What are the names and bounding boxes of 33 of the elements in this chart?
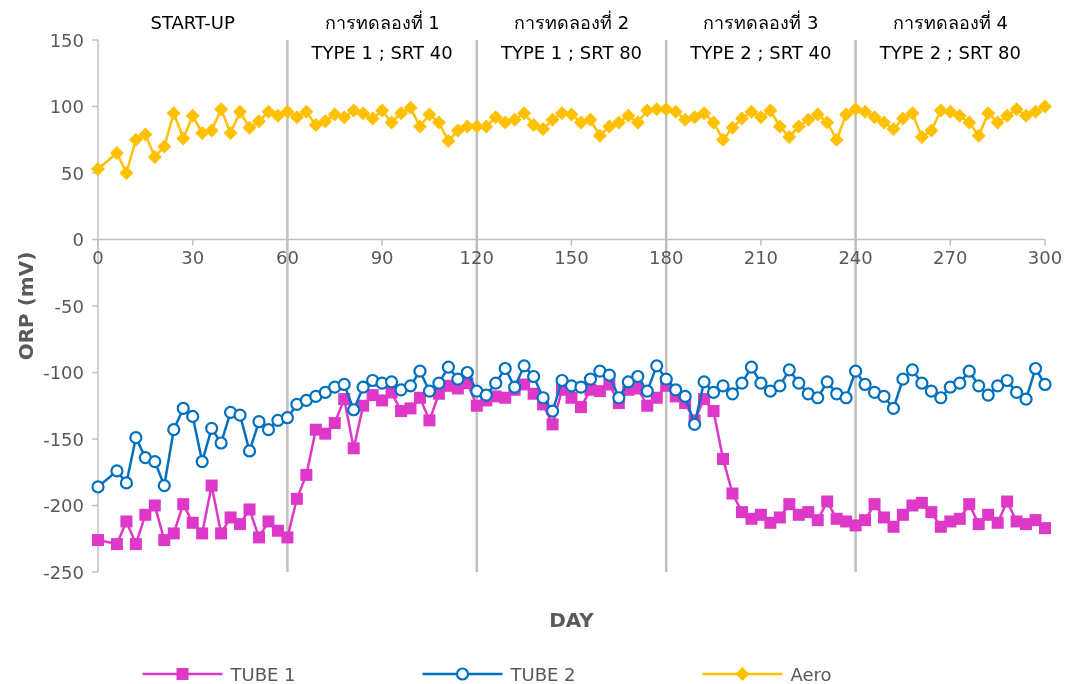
x-tick-label: 0	[92, 247, 104, 268]
y-tick-label: -50	[54, 295, 84, 317]
y-tick-label: 100	[49, 96, 84, 117]
annotation: การทดลองที่ 4 TYPE 2 ; SRT 80	[879, 11, 1021, 63]
y-tick-label: -200	[43, 495, 84, 516]
x-axis-title: DAY	[549, 608, 595, 632]
x-tick-label: 180	[649, 247, 684, 268]
x-tick-label: 210	[743, 247, 779, 268]
x-tick-label: 150	[554, 247, 589, 268]
legend-label: Aero	[790, 663, 832, 684]
annotation: START-UP	[150, 11, 235, 33]
annotation: การทดลองที่ 1 TYPE 1 ; SRT 40	[311, 11, 453, 63]
legend-item: Aero	[702, 663, 832, 684]
x-tick-label: 270	[933, 247, 968, 268]
y-axis-title: ORP (mV)	[14, 251, 38, 361]
y-tick-label: 50	[61, 162, 84, 184]
legend-item: TUBE 1	[142, 663, 296, 684]
y-tick-label: 150	[49, 29, 84, 51]
y-tick-label: -150	[43, 428, 84, 450]
annotation: การทดลองที่ 2 TYPE 1 ; SRT 80	[500, 11, 643, 63]
x-tick-label: 60	[275, 247, 299, 268]
legend-label: TUBE 2	[509, 663, 576, 684]
x-tick-label: 300	[1027, 247, 1063, 268]
x-tick-label: 240	[838, 247, 873, 268]
x-tick-label: 90	[370, 247, 394, 268]
annotation: การทดลองที่ 3 TYPE 2 ; SRT 40	[690, 11, 832, 63]
x-tick-label: 30	[181, 247, 205, 268]
legend-label: TUBE 1	[229, 663, 296, 684]
y-tick-label: -250	[43, 561, 84, 583]
legend-item: TUBE 2	[422, 663, 576, 684]
y-tick-label: -100	[43, 362, 84, 383]
y-tick-label: 0	[72, 229, 84, 250]
x-tick-label: 120	[459, 247, 494, 268]
